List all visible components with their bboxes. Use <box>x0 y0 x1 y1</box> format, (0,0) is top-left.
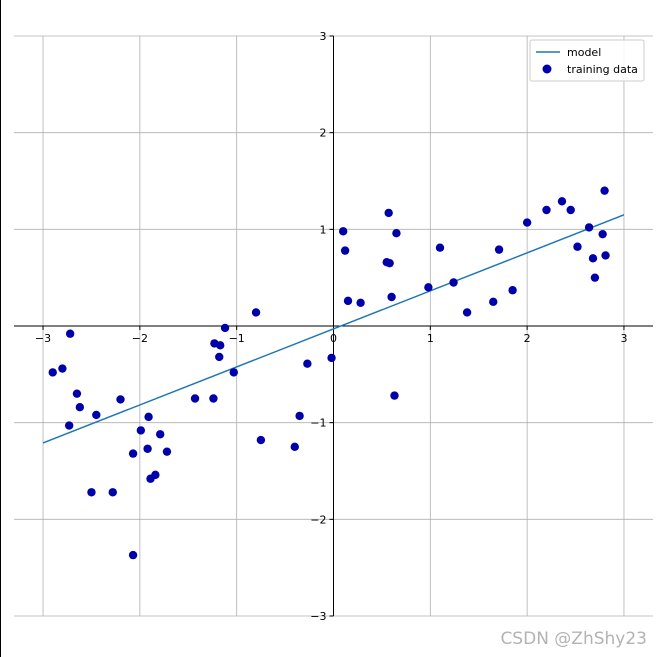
legend-model-label: model <box>567 46 601 59</box>
training-data-point <box>290 442 299 452</box>
x-tick-label-1: −2 <box>132 332 148 345</box>
training-data-point <box>75 403 85 412</box>
training-data-point <box>65 329 75 338</box>
training-data-point <box>566 205 575 215</box>
training-data-point <box>598 229 607 239</box>
training-data-point <box>384 208 393 218</box>
training-data-point <box>449 278 458 287</box>
training-data-point <box>462 308 472 317</box>
training-data-point <box>588 254 598 263</box>
training-data-point <box>128 449 138 458</box>
training-data-point <box>392 229 401 238</box>
training-data-point <box>385 258 394 268</box>
training-data-point <box>387 292 396 302</box>
training-data-point <box>155 430 165 439</box>
training-data-point <box>424 283 433 292</box>
training-data-point <box>87 488 96 497</box>
legend-training-data-label: training data <box>567 63 638 76</box>
x-tick-label-5: 2 <box>524 332 531 345</box>
training-data-point <box>435 243 445 252</box>
watermark: CSDN @ZhShy23 <box>500 629 647 649</box>
x-tick-label-3: 0 <box>330 332 337 345</box>
training-data-point <box>92 410 101 420</box>
ticks: −3 −2 −1 0 1 2 3 −3 −2 −1 1 2 3 <box>35 30 628 623</box>
training-data-point <box>327 353 336 363</box>
training-data-point <box>215 352 224 362</box>
training-data-point <box>343 296 353 306</box>
training-data-point <box>144 412 153 422</box>
training-data-point <box>303 359 312 368</box>
y-tick-label-0: −3 <box>310 610 326 623</box>
training-data-point <box>216 341 225 350</box>
training-data-point <box>136 426 146 435</box>
legend-box <box>529 39 645 82</box>
training-data-point <box>72 389 82 398</box>
training-data-point <box>573 242 582 251</box>
training-data-point <box>251 308 261 317</box>
training-data-point <box>356 298 365 307</box>
y-tick-label-1: −2 <box>310 513 326 526</box>
training-data-series <box>48 186 610 560</box>
figure-left-border <box>0 0 1 657</box>
training-data-point <box>116 395 125 404</box>
y-tick-label-6: 3 <box>320 30 327 43</box>
training-data-point <box>338 227 348 236</box>
training-data-point <box>229 368 238 377</box>
x-tick-label-4: 1 <box>427 332 434 345</box>
training-data-point <box>190 394 200 403</box>
y-tick-label-4: 1 <box>320 223 327 236</box>
legend: model training data <box>529 39 645 82</box>
training-data-point <box>494 245 504 254</box>
training-data-point <box>584 223 594 232</box>
training-data-point <box>390 391 399 400</box>
x-tick-label-0: −3 <box>35 332 51 345</box>
training-data-point <box>209 394 218 403</box>
training-data-point <box>340 246 350 255</box>
training-data-point <box>48 368 57 377</box>
training-data-point <box>162 447 172 456</box>
training-data-point <box>489 297 498 307</box>
training-data-point <box>58 364 67 373</box>
training-data-point <box>256 435 266 445</box>
model-series <box>42 214 625 444</box>
training-data-point <box>601 251 610 260</box>
training-data-point <box>143 444 152 453</box>
x-tick-label-6: 3 <box>620 332 627 345</box>
model-line <box>42 214 625 444</box>
training-data-point <box>151 470 160 480</box>
training-data-point <box>557 197 567 206</box>
training-data-point <box>522 218 532 227</box>
training-data-point <box>108 488 117 497</box>
y-tick-label-5: 2 <box>320 127 327 140</box>
training-data-point <box>220 323 230 333</box>
training-data-point <box>600 186 609 195</box>
training-data-point <box>508 286 517 295</box>
training-data-point <box>295 411 304 421</box>
legend-training-data-swatch <box>542 64 552 74</box>
training-data-point <box>542 205 551 215</box>
training-data-point <box>128 550 138 560</box>
training-data-point <box>64 421 74 430</box>
training-data-point <box>590 273 600 282</box>
y-tick-label-2: −1 <box>310 417 326 430</box>
x-tick-label-2: −1 <box>229 332 245 345</box>
